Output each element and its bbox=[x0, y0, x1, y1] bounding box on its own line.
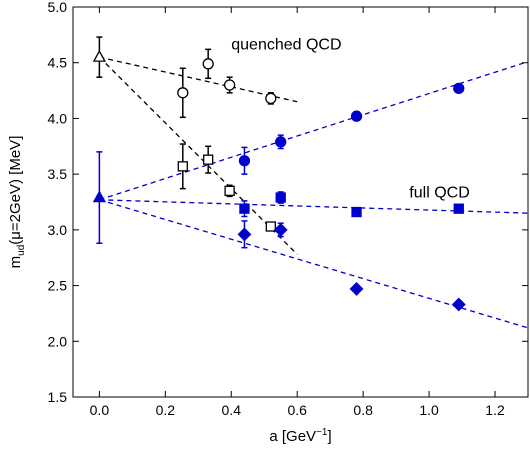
x-tick-label: 0.0 bbox=[90, 402, 110, 418]
x-tick-label: 1.2 bbox=[485, 402, 505, 418]
square-marker bbox=[224, 185, 235, 197]
circle-marker bbox=[453, 82, 465, 94]
circle-marker bbox=[275, 136, 287, 148]
data-point bbox=[275, 134, 287, 150]
fit-line bbox=[99, 60, 529, 201]
y-tick-label: 3.0 bbox=[48, 222, 68, 238]
data-point bbox=[92, 151, 106, 244]
diamond-marker bbox=[349, 281, 364, 296]
triangle-marker bbox=[92, 49, 106, 62]
circle-marker bbox=[265, 92, 277, 105]
data-point bbox=[265, 92, 277, 105]
data-point bbox=[451, 297, 466, 312]
data-point bbox=[239, 200, 250, 218]
x-tick-label: 0.2 bbox=[156, 402, 176, 418]
data-point bbox=[177, 143, 188, 190]
circle-marker bbox=[177, 87, 189, 99]
data-point bbox=[177, 67, 189, 119]
y-tick-label: 5.0 bbox=[48, 0, 68, 15]
diamond-marker bbox=[237, 227, 252, 242]
square-marker bbox=[265, 221, 276, 232]
square-marker bbox=[203, 154, 214, 165]
fit-line bbox=[99, 199, 529, 329]
x-axis-label: a [GeV−1] bbox=[269, 427, 331, 445]
diamond-marker bbox=[273, 222, 288, 237]
x-tick-label: 0.6 bbox=[287, 402, 307, 418]
triangle-marker bbox=[92, 190, 106, 203]
data-point bbox=[203, 145, 214, 174]
y-tick-label: 4.5 bbox=[48, 55, 68, 71]
data-point bbox=[453, 82, 465, 94]
square-marker bbox=[453, 203, 464, 214]
plot-frame bbox=[72, 6, 529, 398]
data-point bbox=[351, 206, 362, 218]
y-axis-label-rest: (μ=2GeV) [MeV] bbox=[7, 136, 24, 245]
data-point bbox=[238, 146, 251, 175]
square-marker bbox=[177, 161, 188, 172]
x-tick-label: 0.4 bbox=[222, 402, 242, 418]
tick-labels: 0.0 0.2 0.4 0.6 0.8 1.0 1.2 1.5 2.0 2.5 3.0 3.5 4.0 4… bbox=[48, 0, 505, 418]
data-point bbox=[92, 36, 106, 78]
y-axis-label-sub: ud bbox=[16, 245, 27, 256]
data-points bbox=[92, 36, 466, 312]
diamond-marker bbox=[451, 297, 466, 312]
data-point bbox=[453, 203, 464, 214]
y-axis-label-main: m bbox=[7, 256, 24, 269]
data-point bbox=[273, 222, 288, 238]
square-marker bbox=[239, 203, 250, 214]
x-axis-label-main: a [GeV bbox=[269, 428, 316, 445]
x-tick-label: 0.8 bbox=[353, 402, 373, 418]
data-point bbox=[202, 48, 214, 80]
data-point bbox=[350, 110, 363, 122]
circle-marker bbox=[350, 110, 363, 122]
fit-line bbox=[98, 56, 298, 255]
x-axis-label-end: ] bbox=[327, 428, 331, 445]
square-marker bbox=[275, 192, 286, 203]
square-marker bbox=[351, 206, 362, 218]
y-tick-label: 2.5 bbox=[48, 278, 68, 294]
y-tick-label: 3.5 bbox=[48, 166, 68, 182]
circle-marker bbox=[223, 79, 236, 91]
data-point bbox=[223, 76, 236, 94]
circle-marker bbox=[238, 155, 251, 167]
data-point bbox=[275, 191, 286, 204]
annotation-quenched-qcd: quenched QCD bbox=[231, 36, 341, 53]
y-tick-label: 2.0 bbox=[48, 333, 68, 349]
data-point bbox=[224, 184, 235, 198]
fit-line bbox=[99, 56, 298, 103]
y-tick-label: 4.0 bbox=[48, 110, 68, 126]
annotation-full-qcd: full QCD bbox=[409, 185, 469, 202]
data-point bbox=[349, 281, 364, 296]
data-point bbox=[265, 221, 276, 232]
x-axis-label-sup: −1 bbox=[316, 427, 328, 438]
y-tick-label: 1.5 bbox=[48, 389, 68, 405]
circle-marker bbox=[202, 58, 214, 70]
y-axis-label: mud(μ=2GeV) [MeV] bbox=[7, 136, 27, 269]
axis-ticks bbox=[73, 6, 528, 398]
data-point bbox=[237, 220, 252, 249]
x-tick-label: 1.0 bbox=[419, 402, 439, 418]
